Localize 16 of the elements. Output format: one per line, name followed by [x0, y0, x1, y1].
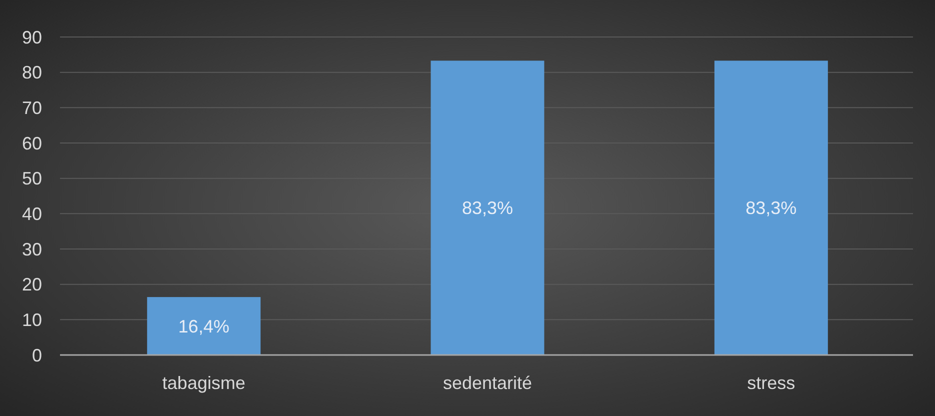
y-tick-label: 30: [22, 239, 42, 260]
data-label: 16,4%: [178, 316, 230, 336]
y-tick-label: 90: [22, 27, 42, 48]
y-tick-label: 0: [32, 345, 42, 366]
y-tick-label: 70: [22, 98, 42, 118]
x-tick-label: stress: [747, 373, 796, 393]
y-tick-label: 80: [22, 62, 42, 83]
y-tick-label: 40: [22, 204, 42, 224]
x-tick-label: sedentarité: [442, 373, 532, 393]
data-label: 83,3%: [462, 198, 514, 218]
y-tick-label: 10: [22, 310, 42, 330]
y-tick-label: 60: [22, 133, 42, 154]
data-label: 83,3%: [746, 198, 797, 218]
x-tick-label: tabagisme: [162, 373, 246, 393]
y-tick-label: 50: [22, 168, 42, 189]
y-tick-label: 20: [22, 274, 42, 295]
